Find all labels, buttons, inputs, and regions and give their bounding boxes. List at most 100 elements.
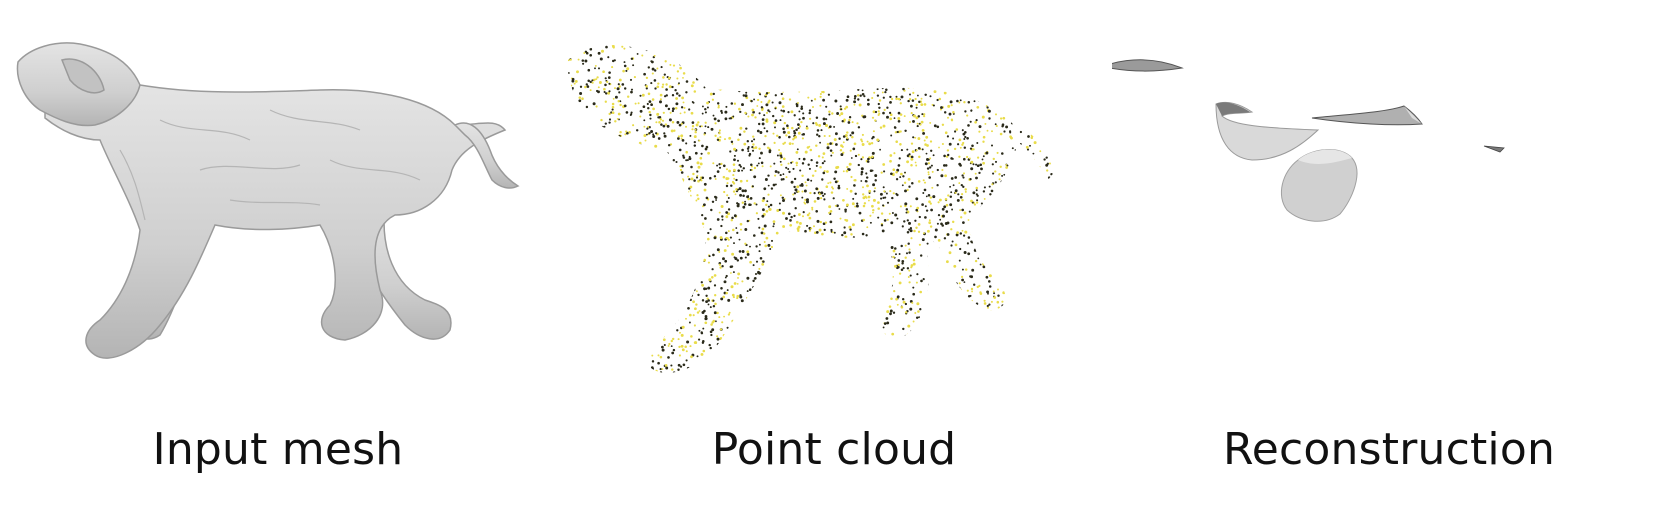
cloud-point <box>989 227 992 231</box>
cloud-point <box>756 39 758 41</box>
cloud-point <box>975 176 978 180</box>
cloud-point <box>819 141 821 144</box>
cloud-point <box>812 276 815 280</box>
cloud-point <box>701 105 704 108</box>
cloud-point <box>899 102 902 105</box>
cloud-point <box>947 194 950 197</box>
cloud-point <box>774 107 777 110</box>
cloud-point <box>794 207 797 210</box>
cloud-point <box>733 77 736 80</box>
cloud-point <box>987 209 991 213</box>
cloud-point <box>813 238 816 242</box>
cloud-point <box>909 93 911 96</box>
cloud-point <box>963 211 967 215</box>
cloud-point <box>560 133 563 136</box>
cloud-point <box>681 253 684 257</box>
cloud-point <box>881 256 884 259</box>
cloud-point <box>564 40 566 42</box>
cloud-point <box>626 150 630 154</box>
cloud-point <box>889 117 893 121</box>
cloud-point <box>853 97 857 100</box>
cloud-point <box>571 205 575 209</box>
cloud-point <box>809 148 813 152</box>
cloud-point <box>694 275 697 277</box>
cloud-point <box>918 215 921 219</box>
cloud-point <box>863 58 866 61</box>
cloud-point <box>634 193 637 196</box>
cloud-point <box>1025 88 1029 92</box>
cloud-point <box>640 157 644 160</box>
cloud-point <box>986 47 990 51</box>
cloud-point <box>927 289 930 292</box>
cloud-point <box>880 212 884 215</box>
cloud-point <box>759 71 763 74</box>
cloud-point <box>652 48 655 51</box>
cloud-point <box>611 66 614 69</box>
cloud-point <box>577 58 580 61</box>
cloud-point <box>1064 188 1067 191</box>
cloud-point <box>644 244 648 248</box>
cloud-point <box>579 273 582 276</box>
cloud-point <box>890 221 894 225</box>
cloud-point <box>961 193 964 196</box>
cloud-point <box>971 92 974 95</box>
cloud-point <box>963 82 966 85</box>
cloud-point <box>614 38 617 41</box>
cloud-point <box>816 315 820 319</box>
cloud-point <box>759 65 763 69</box>
cloud-point <box>679 63 682 66</box>
cloud-point <box>1003 45 1006 47</box>
cloud-point <box>891 196 894 200</box>
cloud-point <box>622 279 625 282</box>
input-mesh-caption: Input mesh <box>152 424 404 475</box>
cloud-point <box>900 268 904 271</box>
cloud-point <box>688 157 692 161</box>
cloud-point <box>1027 110 1030 113</box>
cloud-point <box>918 351 922 355</box>
cloud-point <box>1057 368 1060 371</box>
cloud-point <box>844 318 848 321</box>
cloud-point <box>602 157 606 161</box>
cloud-point <box>999 165 1002 168</box>
cloud-point <box>964 297 968 301</box>
cloud-point <box>1033 141 1037 145</box>
cloud-point <box>614 141 618 145</box>
cloud-point <box>767 184 770 187</box>
cloud-point <box>916 94 919 97</box>
cloud-point <box>1064 238 1066 240</box>
cloud-point <box>789 244 792 247</box>
cloud-point <box>649 238 652 241</box>
cloud-point <box>713 65 716 68</box>
cloud-point <box>714 195 717 199</box>
cloud-point <box>820 78 824 82</box>
cloud-point <box>1053 291 1056 294</box>
cloud-point <box>778 208 781 211</box>
cloud-point <box>559 362 561 364</box>
cloud-point <box>1068 112 1070 114</box>
cloud-point <box>745 91 748 94</box>
cloud-point <box>995 361 998 365</box>
cloud-point <box>739 294 742 297</box>
cloud-point <box>852 197 855 200</box>
cloud-point <box>732 228 735 232</box>
cloud-point <box>710 208 713 212</box>
cloud-point <box>630 188 633 192</box>
cloud-point <box>725 75 729 78</box>
cloud-point <box>655 132 658 135</box>
cloud-point <box>835 57 839 60</box>
cloud-point <box>637 288 640 291</box>
cloud-point <box>660 149 663 152</box>
cloud-point <box>590 223 593 226</box>
cloud-point <box>827 298 830 301</box>
cloud-point <box>878 270 882 274</box>
cloud-point <box>628 261 631 264</box>
cloud-point <box>752 143 755 146</box>
cloud-point <box>988 199 992 203</box>
cloud-point <box>587 137 590 141</box>
cloud-point <box>1055 46 1057 49</box>
cloud-point <box>641 54 644 57</box>
cloud-point <box>772 114 775 118</box>
cloud-point <box>882 163 886 166</box>
cloud-point <box>597 51 601 55</box>
cloud-point <box>720 70 723 74</box>
